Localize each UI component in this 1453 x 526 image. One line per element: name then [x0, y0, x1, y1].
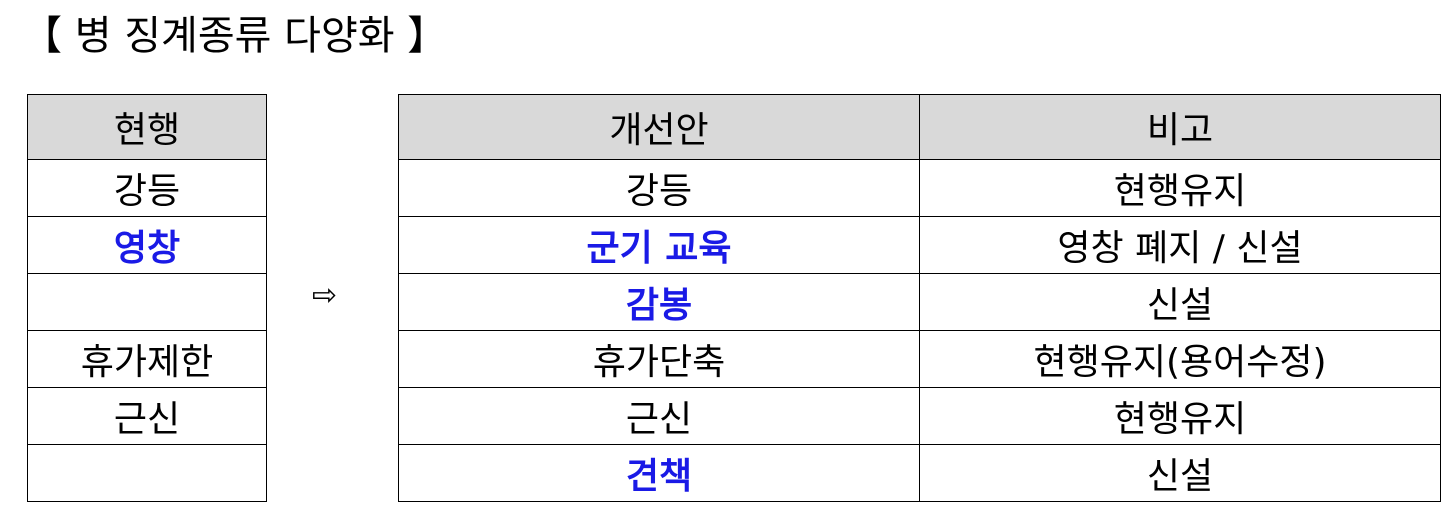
- proposal-cell: 근신: [398, 387, 920, 445]
- proposal-header: 개선안: [398, 94, 920, 160]
- proposal-cell: 휴가단축: [398, 330, 920, 388]
- note-cell: 현행유지: [919, 159, 1441, 217]
- current-cell: 근신: [27, 387, 267, 445]
- table-row: 감봉 신설: [398, 273, 1441, 331]
- table-row: 군기 교육 영창 폐지 / 신설: [398, 216, 1441, 274]
- current-header: 현행: [27, 94, 267, 160]
- table-row: 견책 신설: [398, 444, 1441, 502]
- note-cell: 신설: [919, 444, 1441, 502]
- page-title: 【 병 징계종류 다양화 】: [22, 13, 448, 59]
- table-row: 강등 현행유지: [398, 159, 1441, 217]
- table-row: [27, 444, 267, 502]
- note-cell: 신설: [919, 273, 1441, 331]
- proposal-cell: 감봉: [398, 273, 920, 331]
- note-header: 비고: [919, 94, 1441, 160]
- proposal-table: 개선안 비고 강등 현행유지 군기 교육 영창 폐지 / 신설 감봉 신설 휴가단축 현행유지…: [398, 94, 1441, 502]
- table-row: [27, 273, 267, 331]
- current-cell: [27, 273, 267, 331]
- note-cell: 현행유지: [919, 387, 1441, 445]
- current-cell: [27, 444, 267, 502]
- proposal-cell: 강등: [398, 159, 920, 217]
- table-row: 근신: [27, 387, 267, 445]
- table-row: 강등: [27, 159, 267, 217]
- note-cell: 현행유지(용어수정): [919, 330, 1441, 388]
- table-row: 휴가단축 현행유지(용어수정): [398, 330, 1441, 388]
- table-row: 근신 현행유지: [398, 387, 1441, 445]
- proposal-cell: 군기 교육: [398, 216, 920, 274]
- right-arrow-icon: ⇨: [312, 278, 338, 313]
- current-cell: 휴가제한: [27, 330, 267, 388]
- current-cell: 강등: [27, 159, 267, 217]
- note-cell: 영창 폐지 / 신설: [919, 216, 1441, 274]
- current-cell: 영창: [27, 216, 267, 274]
- proposal-cell: 견책: [398, 444, 920, 502]
- table-row: 영창: [27, 216, 267, 274]
- table-row: 휴가제한: [27, 330, 267, 388]
